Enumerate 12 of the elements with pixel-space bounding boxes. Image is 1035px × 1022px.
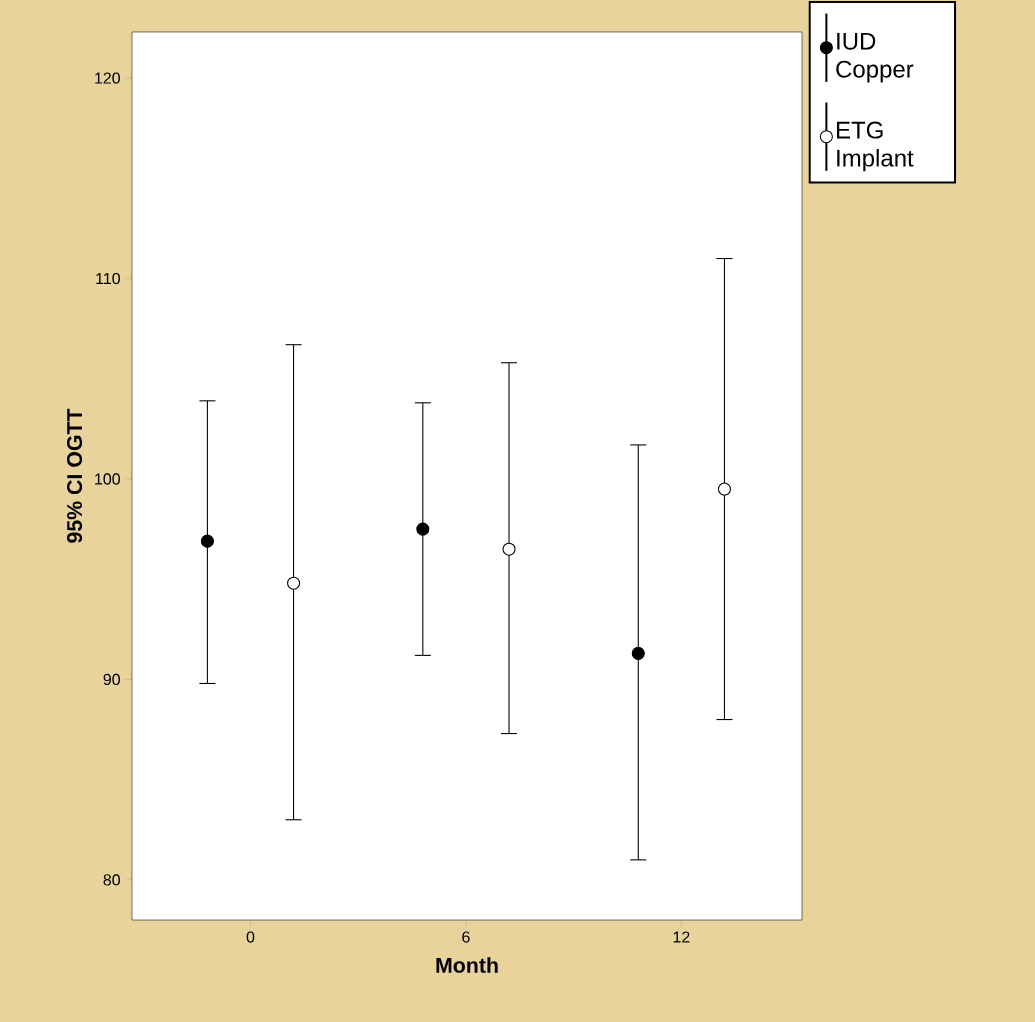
y-tick-label: 80	[103, 874, 120, 886]
x-tick-label: 12	[673, 931, 690, 943]
y-tick-label: 110	[96, 272, 120, 285]
x-tick-label: 0	[246, 931, 255, 943]
y-axis-title: 95% CI OGTT	[67, 408, 83, 543]
y-tick-label: 100	[95, 473, 120, 485]
legend-label: IUD Copper	[836, 32, 914, 83]
x-tick-label: 6	[462, 931, 470, 943]
y-tick-label: 120	[95, 72, 120, 84]
x-axis-title: Month	[436, 957, 498, 973]
legend-label: ETG Implant	[837, 121, 914, 172]
y-tick-label: 90	[103, 673, 120, 686]
